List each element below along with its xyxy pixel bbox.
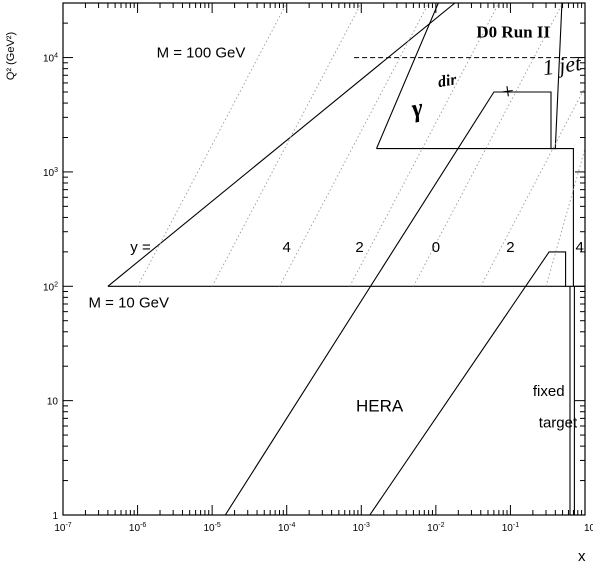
- plot-frame: [62, 2, 586, 516]
- y-tick-label-4: 104: [43, 53, 58, 65]
- annotation-gamma: γ: [409, 93, 425, 123]
- series-line-5: [375, 3, 563, 150]
- y-tick-label-3: 103: [43, 167, 58, 179]
- x-tick-label-2: 10-5: [203, 522, 220, 534]
- x-tick-label-7: 100: [584, 522, 593, 534]
- series-line-4: [369, 251, 567, 515]
- series-line-9: [211, 3, 362, 287]
- annotation-rapidity-0: 0: [432, 239, 440, 256]
- annotation-d0-run-ii: D0 Run II: [476, 22, 550, 41]
- annotation-m-100-gev: M = 100 GeV: [157, 45, 246, 62]
- series-line-8: [137, 3, 288, 287]
- x-tick-label-0: 10-7: [54, 522, 71, 534]
- annotation-plus: +: [498, 78, 516, 105]
- annotation-dir: dir: [437, 71, 459, 91]
- y-tick-label-2: 102: [43, 281, 58, 293]
- annotation-rapidity-2-left: 2: [355, 239, 363, 256]
- axis-ticks: 10-7 10-6 10-5 10-4 10-3 10-2 10-1 100 1 10 102 103…: [43, 2, 593, 534]
- x-tick-label-1: 10-6: [129, 522, 146, 534]
- series-line-13: [480, 87, 585, 287]
- x-tick-label-3: 10-4: [278, 522, 295, 534]
- x-axis-label: x: [578, 548, 586, 565]
- x-tick-label-4: 10-3: [353, 522, 370, 534]
- y-tick-label-0: 1: [52, 511, 58, 522]
- y-tick-label-1: 10: [47, 397, 59, 408]
- annotation-hera: HERA: [356, 397, 404, 416]
- annotation-rapidity-2-right: 2: [506, 239, 514, 256]
- x-tick-label-6: 10-1: [502, 522, 519, 534]
- annotation-rapidity-4-right: 4: [576, 239, 584, 256]
- annotation-rapidity-4-left: 4: [283, 239, 291, 256]
- annotation-m-10-gev: M = 10 GeV: [89, 295, 169, 312]
- x-tick-label-5: 10-2: [427, 522, 444, 534]
- y-axis-label: Q² (GeV²): [5, 32, 17, 80]
- series-line-11: [349, 3, 500, 287]
- annotations: M = 100 GeV M = 10 GeV y = 4 2 0 2 4 HER…: [89, 22, 584, 431]
- annotation-fixed: fixed: [533, 383, 565, 400]
- annotation-y-equals: y =: [130, 239, 151, 256]
- series-line-0: [107, 3, 456, 287]
- series-line-3: [224, 91, 574, 515]
- annotation-target: target: [539, 415, 578, 432]
- series-line-10: [279, 3, 429, 287]
- annotation-one-jet: 1 jet: [541, 50, 583, 80]
- series-line-12: [413, 3, 563, 287]
- series-layer: [107, 3, 585, 515]
